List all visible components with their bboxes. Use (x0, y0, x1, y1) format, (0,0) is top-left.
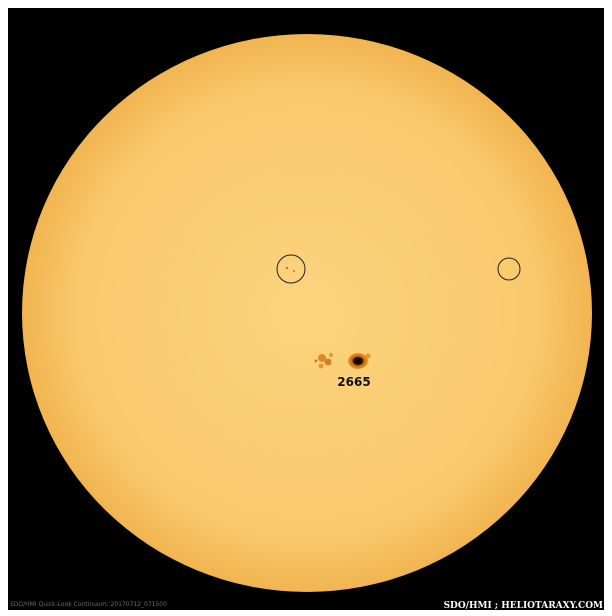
region-label: 2665 (337, 375, 370, 389)
pore (293, 270, 295, 272)
caption: SDO/HMI Quick-Look Continuum: 20170712_0… (10, 601, 167, 608)
solar-image: 2665 SDO/HMI Quick-Look Continuum: 20170… (0, 0, 612, 616)
pore (286, 267, 288, 269)
credit: SDO/HMI ; HELIOTARAXY.COM (444, 601, 603, 611)
solar-disk (22, 34, 592, 592)
